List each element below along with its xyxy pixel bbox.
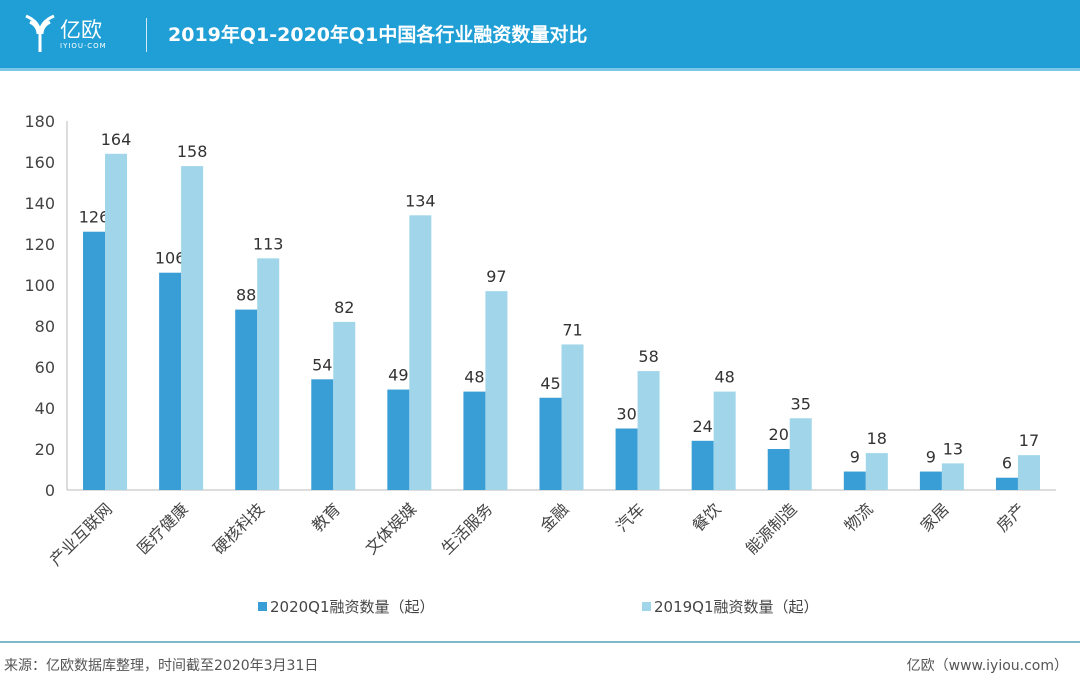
footer-divider xyxy=(0,641,1080,643)
bar xyxy=(843,471,866,490)
bar xyxy=(637,371,660,490)
y-tick-label: 180 xyxy=(24,112,55,131)
data-label: 35 xyxy=(791,394,811,413)
y-tick-label: 20 xyxy=(35,440,55,459)
data-label: 45 xyxy=(540,374,560,393)
bar xyxy=(919,471,942,490)
bar xyxy=(181,166,204,490)
legend-swatch xyxy=(642,602,651,611)
data-label: 48 xyxy=(464,368,484,387)
data-label: 9 xyxy=(850,448,860,467)
data-label: 48 xyxy=(714,368,734,387)
data-label: 113 xyxy=(253,234,284,253)
data-label: 18 xyxy=(867,429,887,448)
bar xyxy=(713,391,736,490)
data-label: 71 xyxy=(562,320,582,339)
x-tick-label: 房产 xyxy=(993,499,1029,535)
x-tick-label: 汽车 xyxy=(612,499,648,535)
x-tick-label: 金融 xyxy=(536,499,572,535)
x-tick-label: 生活服务 xyxy=(438,499,497,558)
bar xyxy=(159,272,182,490)
data-label: 6 xyxy=(1002,454,1012,473)
x-tick-label: 医疗健康 xyxy=(133,499,192,558)
bar xyxy=(257,258,280,490)
legend-item-2020: 2020Q1融资数量（起） xyxy=(258,596,435,617)
legend-item-2019: 2019Q1融资数量（起） xyxy=(642,596,819,617)
data-label: 58 xyxy=(638,347,658,366)
data-label: 134 xyxy=(405,191,436,210)
y-tick-label: 0 xyxy=(45,481,55,500)
data-label: 49 xyxy=(388,366,408,385)
bar xyxy=(767,449,790,490)
bar xyxy=(387,389,410,490)
bar xyxy=(995,477,1018,490)
bar-chart: 0 20 40 60 80 100 120 140 160 180 126 164 产业互联网 106 15… xyxy=(24,112,1056,569)
y-tick-label: 160 xyxy=(24,153,55,172)
data-label: 20 xyxy=(769,425,789,444)
x-tick-label: 硬核科技 xyxy=(209,499,268,558)
bar xyxy=(789,418,812,490)
data-label: 164 xyxy=(101,130,132,149)
data-label: 126 xyxy=(79,208,110,227)
y-tick-label: 120 xyxy=(24,235,55,254)
bar xyxy=(463,391,486,490)
legend-label: 2019Q1融资数量（起） xyxy=(654,598,819,616)
bar xyxy=(561,344,584,490)
bar xyxy=(333,321,356,490)
data-label: 9 xyxy=(926,448,936,467)
y-tick-label: 60 xyxy=(35,358,55,377)
bar xyxy=(941,463,964,490)
y-tick-label: 80 xyxy=(35,317,55,336)
logo-icon xyxy=(25,14,55,52)
bar xyxy=(1017,455,1040,490)
y-tick-label: 40 xyxy=(35,399,55,418)
data-label: 97 xyxy=(486,267,506,286)
data-label: 88 xyxy=(236,286,256,305)
x-tick-label: 教育 xyxy=(308,499,344,535)
data-label: 54 xyxy=(312,355,332,374)
bar xyxy=(485,291,508,490)
x-tick-label: 物流 xyxy=(841,499,877,535)
page-title: 2019年Q1-2020年Q1中国各行业融资数量对比 xyxy=(168,24,588,46)
bar xyxy=(539,397,562,490)
bar xyxy=(865,453,888,490)
legend-label: 2020Q1融资数量（起） xyxy=(270,598,435,616)
y-tick-label: 100 xyxy=(24,276,55,295)
data-label: 13 xyxy=(943,439,963,458)
legend-swatch xyxy=(258,602,267,611)
bar xyxy=(83,231,106,490)
data-label: 106 xyxy=(155,249,186,268)
data-label: 17 xyxy=(1019,431,1039,450)
header-divider xyxy=(146,18,147,52)
x-tick-label: 产业互联网 xyxy=(46,499,116,569)
logo-sub: IYIOU·COM xyxy=(60,42,107,50)
y-tick-label: 140 xyxy=(24,194,55,213)
bar xyxy=(691,440,714,490)
header-banner: 亿欧 IYIOU·COM 2019年Q1-2020年Q1中国各行业融资数量对比 xyxy=(0,0,1080,71)
x-tick-label: 文体娱媒 xyxy=(361,499,420,558)
bar xyxy=(615,428,638,490)
data-label: 82 xyxy=(334,298,354,317)
bar xyxy=(105,153,128,491)
data-label: 24 xyxy=(692,417,712,436)
logo-brand: 亿欧 xyxy=(60,18,102,42)
data-label: 30 xyxy=(616,405,636,424)
bar xyxy=(409,215,432,491)
data-label: 158 xyxy=(177,142,208,161)
x-tick-label: 能源制造 xyxy=(742,499,801,558)
bar xyxy=(311,379,334,490)
site-credit: 亿欧（www.iyiou.com） xyxy=(906,658,1068,674)
x-tick-label: 餐饮 xyxy=(688,499,724,535)
x-tick-label: 家居 xyxy=(917,499,953,535)
source-note: 来源：亿欧数据库整理，时间截至2020年3月31日 xyxy=(4,658,319,674)
bar xyxy=(235,309,258,490)
